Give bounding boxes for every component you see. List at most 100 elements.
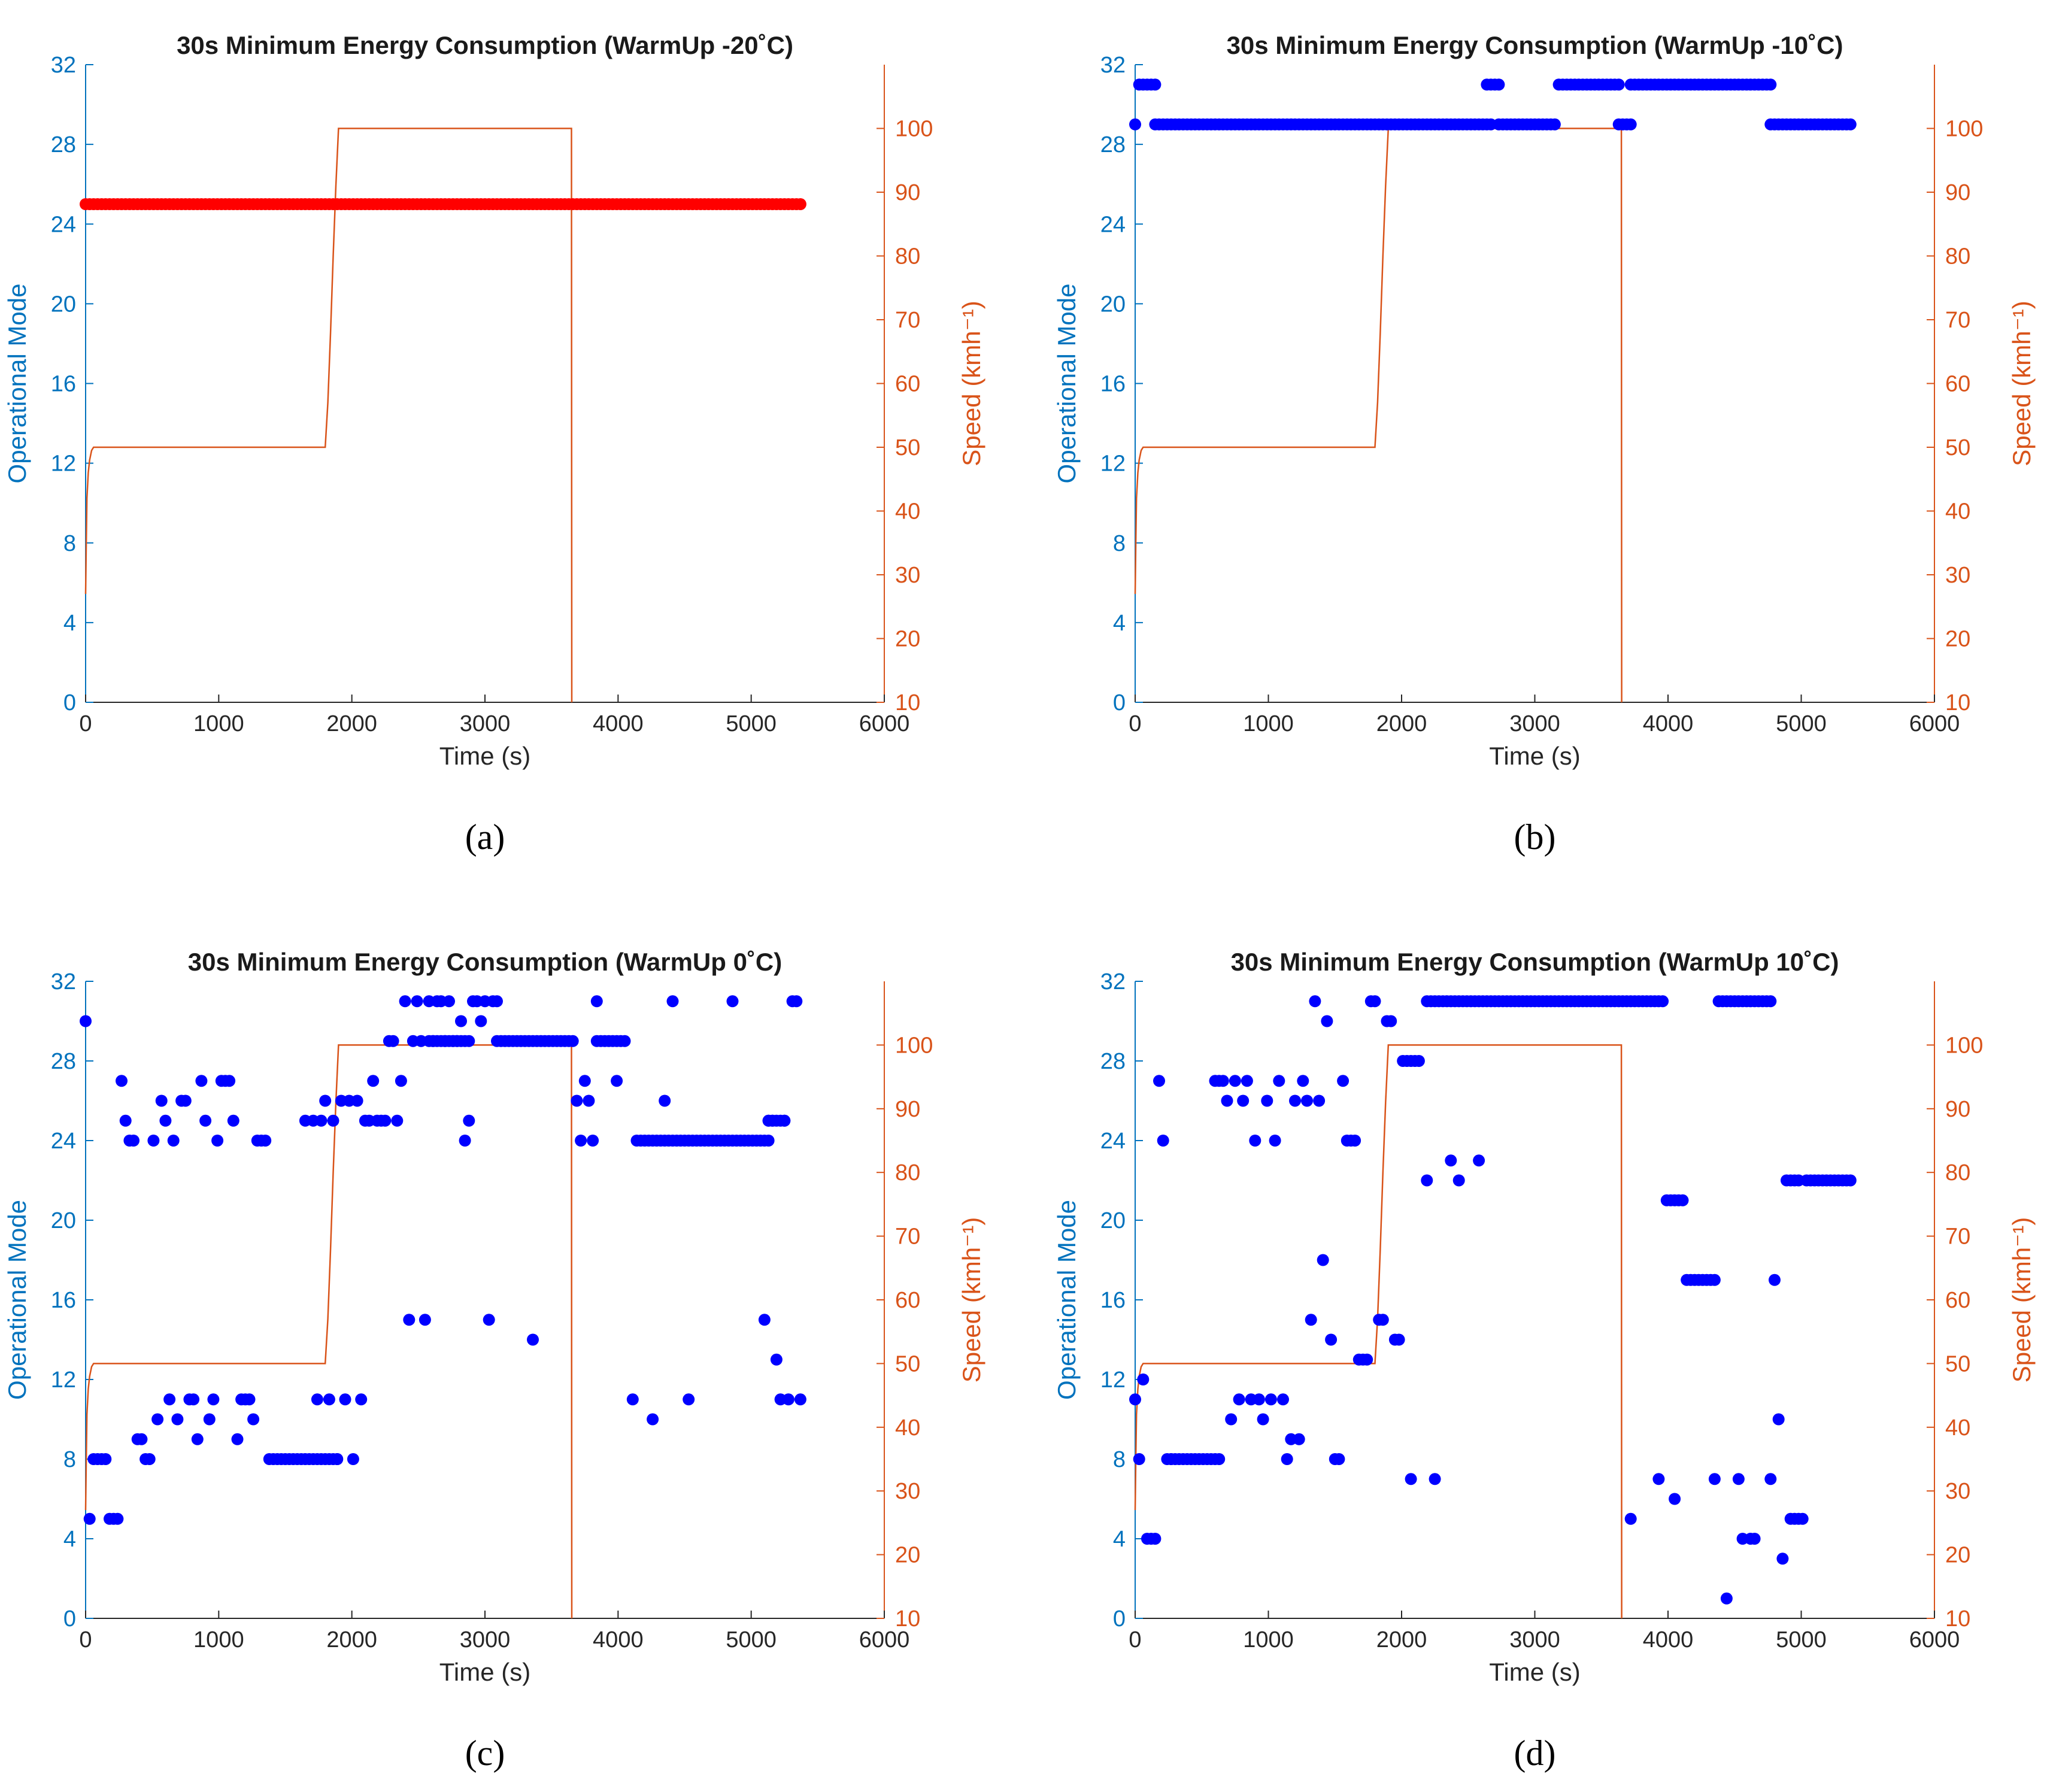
mode-point (403, 1314, 416, 1326)
x-tick-label: 2000 (326, 1627, 377, 1652)
mode-point (1213, 1453, 1226, 1465)
mode-point (315, 1114, 327, 1127)
y-tick-label: 8 (1113, 531, 1126, 556)
mode-point (387, 1035, 399, 1047)
mode-point (1624, 1512, 1637, 1525)
mode-point (1349, 1135, 1361, 1147)
y-tick-label: 0 (1113, 690, 1126, 715)
y-tick-label: 24 (1100, 1129, 1126, 1154)
mode-point (778, 1114, 791, 1127)
y-axis-label: Operational Mode (3, 284, 31, 484)
y-tick-label: 32 (1100, 969, 1126, 994)
y-axis-label: Operational Mode (1053, 284, 1081, 484)
mode-point (1844, 118, 1857, 131)
mode-point (1764, 995, 1777, 1008)
mode-point (111, 1512, 124, 1525)
mode-point (323, 1393, 335, 1406)
x-tick-label: 0 (79, 1627, 92, 1652)
mode-point (331, 1453, 344, 1465)
mode-point (1769, 1273, 1781, 1286)
mode-point (311, 1393, 323, 1406)
mode-point (1297, 1075, 1309, 1087)
mode-point (327, 1114, 339, 1127)
y-axis-label: Operational Mode (1053, 1200, 1081, 1400)
y2-axis-label: Speed (kmh⁻¹) (957, 1217, 985, 1383)
y-tick-label: 28 (51, 132, 76, 157)
mode-point (1421, 1174, 1433, 1187)
y2-tick-label: 30 (895, 563, 920, 588)
mode-point (1764, 78, 1777, 91)
mode-point (135, 1433, 148, 1445)
chart-panel-c: 30s Minimum Energy Consumption (WarmUp 0… (3, 948, 985, 1773)
mode-point (1369, 995, 1381, 1008)
mode-point (1277, 1393, 1289, 1406)
y-tick-label: 12 (1100, 451, 1126, 477)
y2-tick-label: 60 (895, 372, 920, 397)
mode-point (1221, 1094, 1233, 1107)
y-tick-label: 20 (1100, 1208, 1126, 1233)
x-tick-label: 0 (1129, 1627, 1141, 1652)
mode-point (1153, 1075, 1165, 1087)
mode-point (1237, 1094, 1250, 1107)
y2-tick-label: 80 (895, 1160, 920, 1185)
y-tick-label: 0 (63, 690, 76, 715)
mode-point (116, 1075, 128, 1087)
y2-tick-label: 30 (1945, 563, 1970, 588)
mode-point (1657, 995, 1669, 1008)
mode-point (491, 995, 503, 1008)
x-tick-label: 3000 (1509, 711, 1560, 736)
mode-point (1844, 1174, 1857, 1187)
mode-point (587, 1135, 599, 1147)
mode-point (463, 1114, 475, 1127)
y-tick-label: 16 (51, 372, 76, 397)
y2-tick-label: 20 (895, 1543, 920, 1568)
mode-point (770, 1353, 783, 1366)
y2-tick-label: 10 (895, 690, 920, 715)
y2-tick-label: 60 (895, 1288, 920, 1313)
y-tick-label: 32 (51, 969, 76, 994)
mode-point (171, 1413, 184, 1426)
mode-point (1313, 1094, 1326, 1107)
mode-point (1708, 1273, 1721, 1286)
mode-point (1249, 1135, 1261, 1147)
y2-tick-label: 100 (895, 1033, 933, 1058)
chart-title: 30s Minimum Energy Consumption (WarmUp -… (177, 31, 793, 59)
y-tick-label: 4 (1113, 1527, 1126, 1552)
operational-mode-markers (1129, 78, 1857, 131)
mode-point (1772, 1413, 1785, 1426)
y-tick-label: 16 (1100, 372, 1126, 397)
mode-point (1157, 1135, 1169, 1147)
mode-point (207, 1393, 220, 1406)
y2-tick-label: 90 (895, 180, 920, 205)
y2-tick-label: 20 (1945, 1543, 1970, 1568)
operational-mode-markers (80, 995, 806, 1525)
y2-tick-label: 70 (895, 308, 920, 333)
mode-point (151, 1413, 164, 1426)
mode-point (163, 1393, 176, 1406)
mode-point (399, 995, 411, 1008)
mode-point (1264, 1393, 1277, 1406)
mode-point (583, 1094, 595, 1107)
mode-point (459, 1135, 471, 1147)
mode-point (143, 1453, 156, 1465)
y-tick-label: 20 (1100, 292, 1126, 317)
panel-caption: (d) (1514, 1733, 1556, 1773)
chart-title: 30s Minimum Energy Consumption (WarmUp 1… (1231, 948, 1839, 976)
y2-tick-label: 40 (895, 499, 920, 524)
mode-point (243, 1393, 256, 1406)
y-tick-label: 24 (1100, 212, 1126, 237)
mode-point (1776, 1553, 1789, 1565)
mode-point (1289, 1094, 1301, 1107)
y2-tick-label: 90 (1945, 1097, 1970, 1122)
mode-point (1261, 1094, 1273, 1107)
mode-point (647, 1413, 659, 1426)
x-tick-label: 5000 (726, 1627, 777, 1652)
mode-point (419, 1314, 431, 1326)
operational-mode-markers (80, 198, 806, 210)
x-tick-label: 2000 (1376, 1627, 1427, 1652)
x-axis-label: Time (s) (1489, 742, 1580, 770)
x-tick-label: 3000 (460, 711, 511, 736)
mode-point (1333, 1453, 1345, 1465)
x-tick-label: 5000 (1776, 711, 1827, 736)
mode-point (790, 995, 803, 1008)
